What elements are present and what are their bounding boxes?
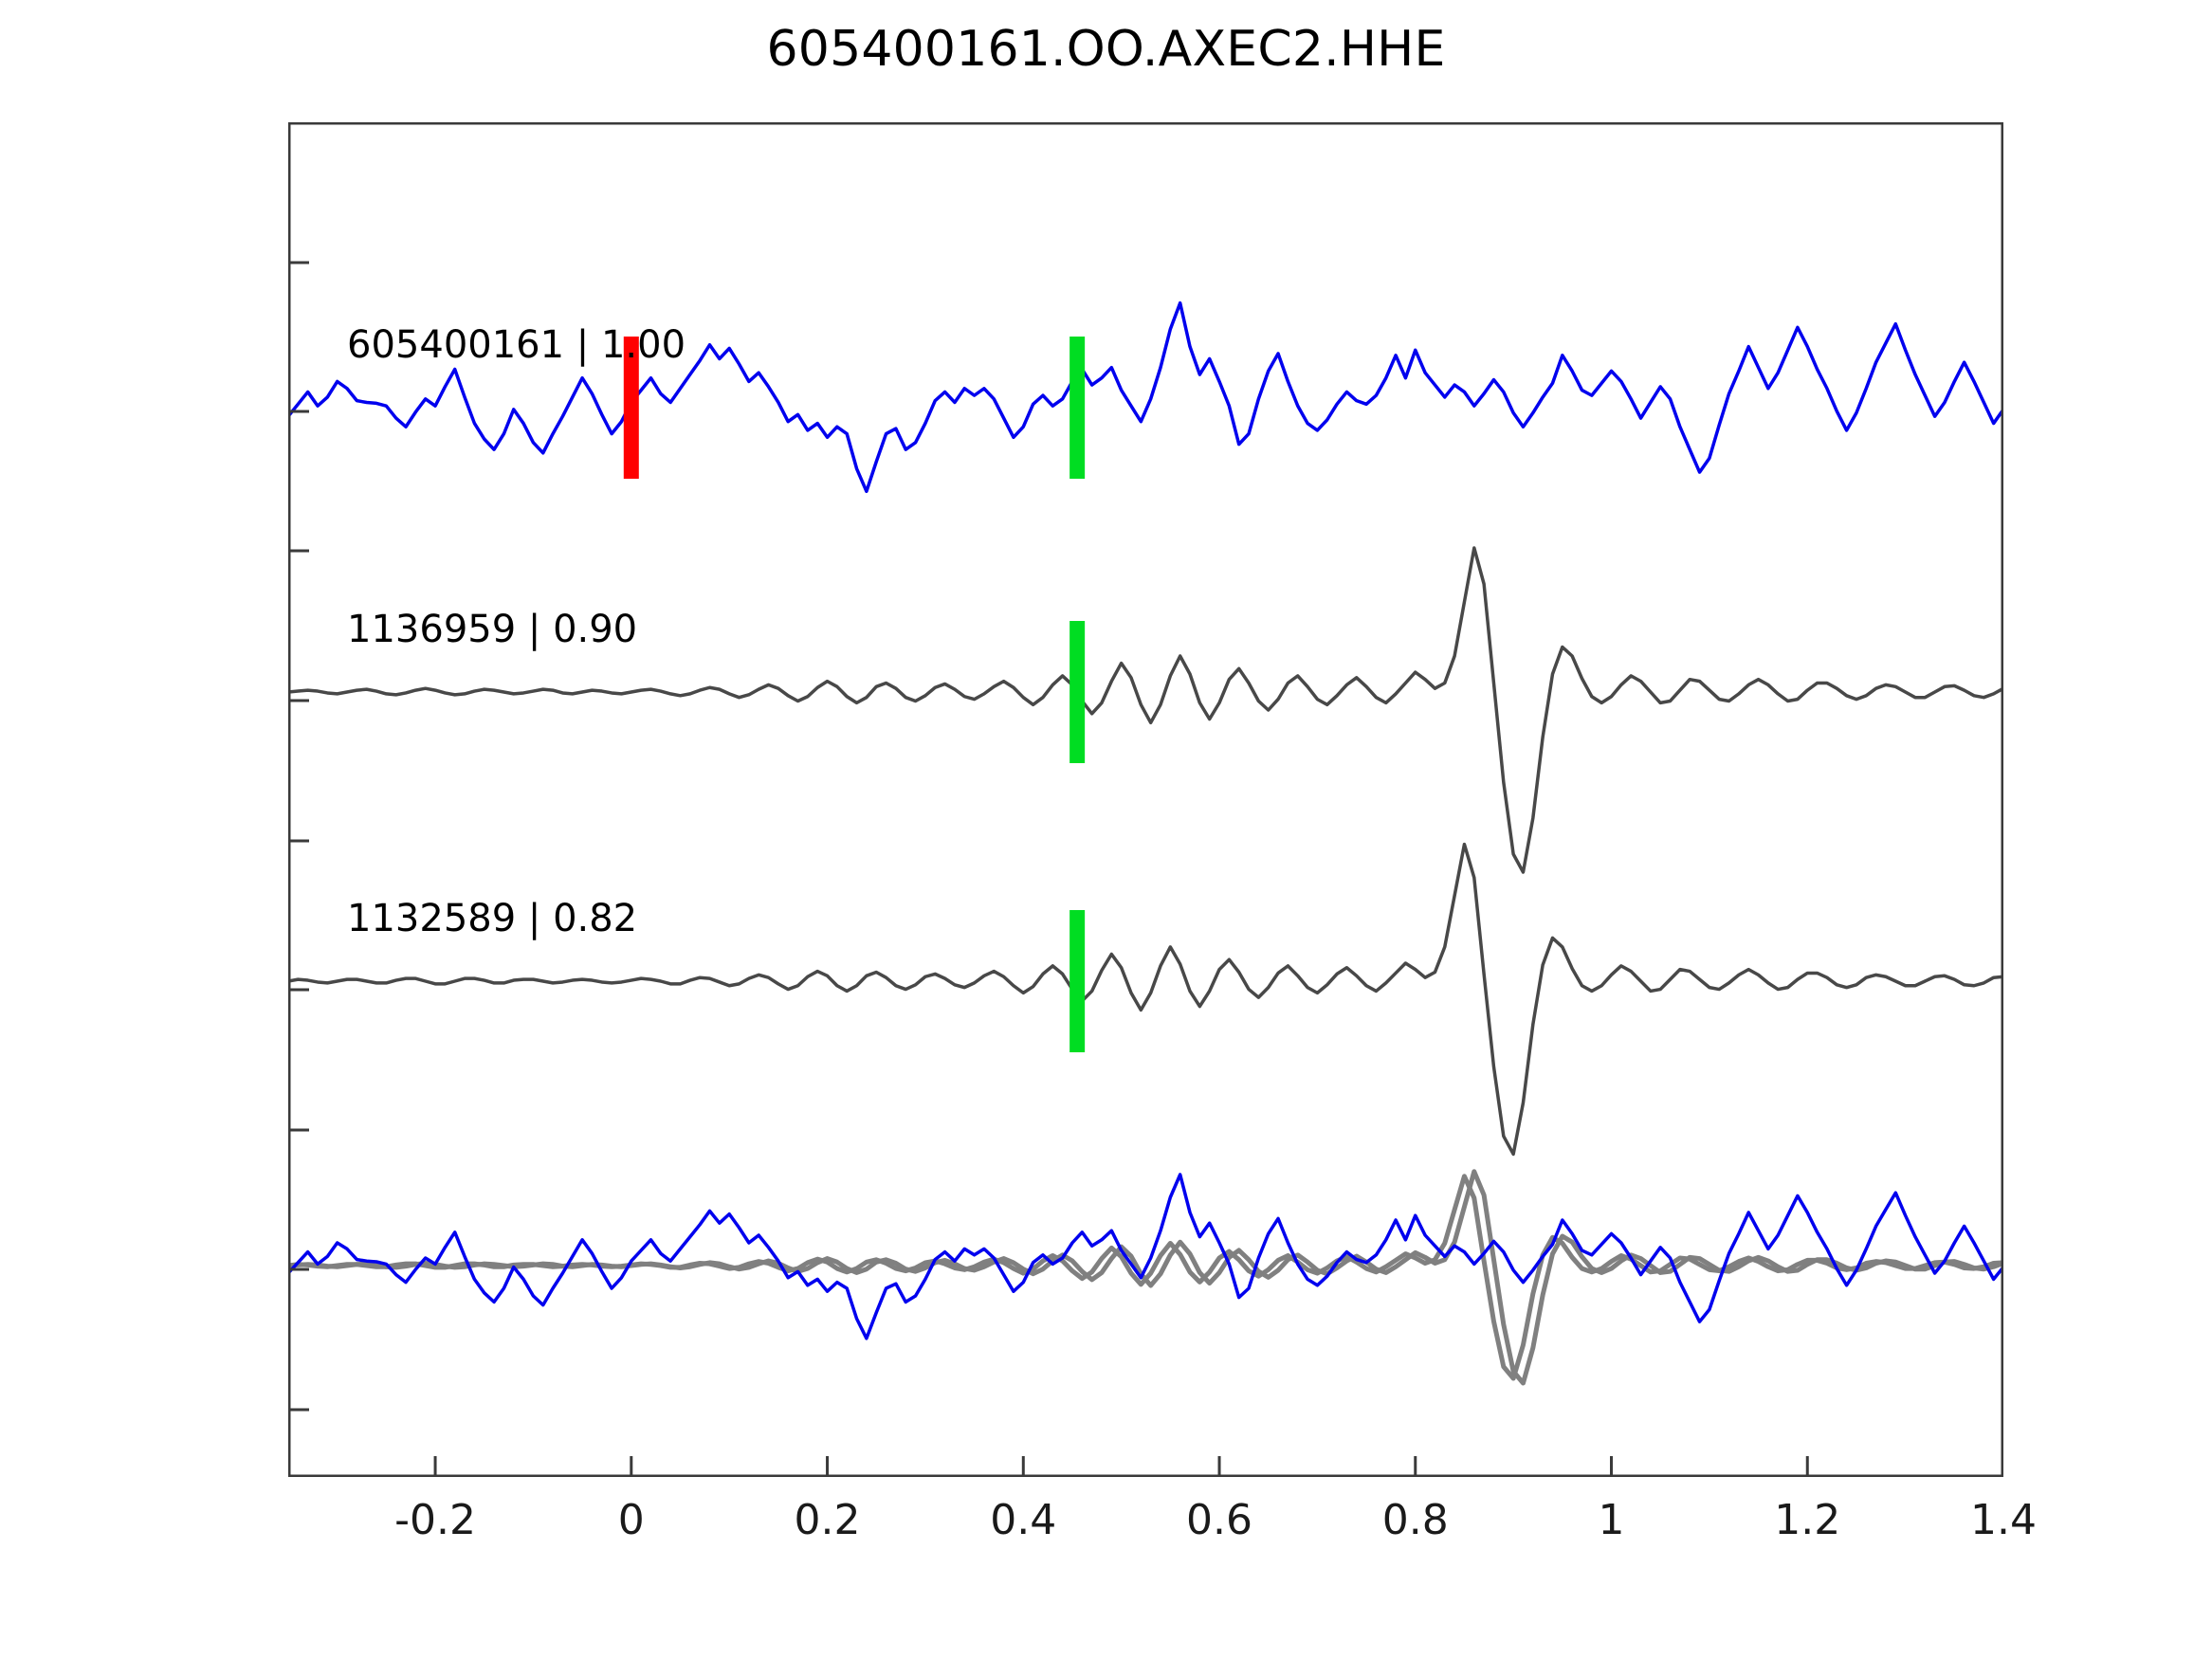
x-tick-label: 0.8: [1381, 1496, 1449, 1544]
trace-1132589: [288, 842, 2003, 1157]
x-tick-label: 0: [617, 1496, 645, 1544]
x-tick-label: 0.2: [794, 1496, 861, 1544]
x-tick-label: 1.2: [1774, 1496, 1841, 1544]
overlay-trace-605400161: [288, 1173, 2003, 1340]
x-tick-label: 0.6: [1186, 1496, 1253, 1544]
pick-marker-green-3[interactable]: [1069, 910, 1086, 1052]
trace-group: [288, 301, 2003, 1386]
trace-1136959: [288, 546, 2003, 874]
pick-marker-red-1[interactable]: [623, 337, 639, 479]
trace-label-1136959: 1136959 | 0.90: [347, 608, 638, 651]
x-tick-label: -0.2: [394, 1496, 476, 1544]
trace-label-1132589: 1132589 | 0.82: [347, 897, 638, 940]
x-tick-label: 1: [1598, 1496, 1625, 1544]
page-title: 605400161.OO.AXEC2.HHE: [766, 21, 1446, 78]
axis-tick-group: [288, 261, 2003, 1477]
x-tick-label: 1.4: [1970, 1496, 2037, 1544]
marker-group: [623, 337, 1086, 1052]
pick-marker-green-2[interactable]: [1069, 621, 1086, 763]
pick-marker-green-1[interactable]: [1069, 337, 1086, 479]
plot-frame: [288, 122, 2003, 1477]
waveform-plot: [288, 122, 2003, 1477]
trace-605400161: [288, 301, 2003, 494]
trace-label-605400161: 605400161 | 1.00: [347, 323, 686, 367]
x-tick-label: 0.4: [990, 1496, 1057, 1544]
plot-area: [288, 122, 2003, 1477]
overlay-trace-1132589: [288, 1174, 2003, 1381]
